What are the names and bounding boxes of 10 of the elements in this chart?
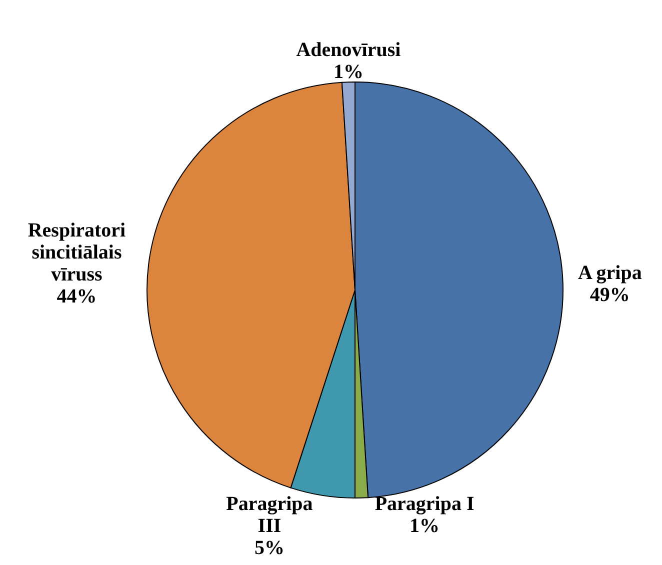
data-label: 44% [56,285,97,308]
slice-label: A gripa [578,262,642,284]
slice-label: Respiratori sincitiālais vīruss [28,219,126,286]
slice-label: Adenovīrusi [296,39,402,61]
slice-label: Paragripa III [226,493,313,537]
data-label: 1% [333,61,364,83]
data-label: 1% [410,515,440,537]
data-label: 49% [590,284,630,306]
data-label: 5% [254,537,284,559]
slice-label: Paragripa I [374,493,474,515]
